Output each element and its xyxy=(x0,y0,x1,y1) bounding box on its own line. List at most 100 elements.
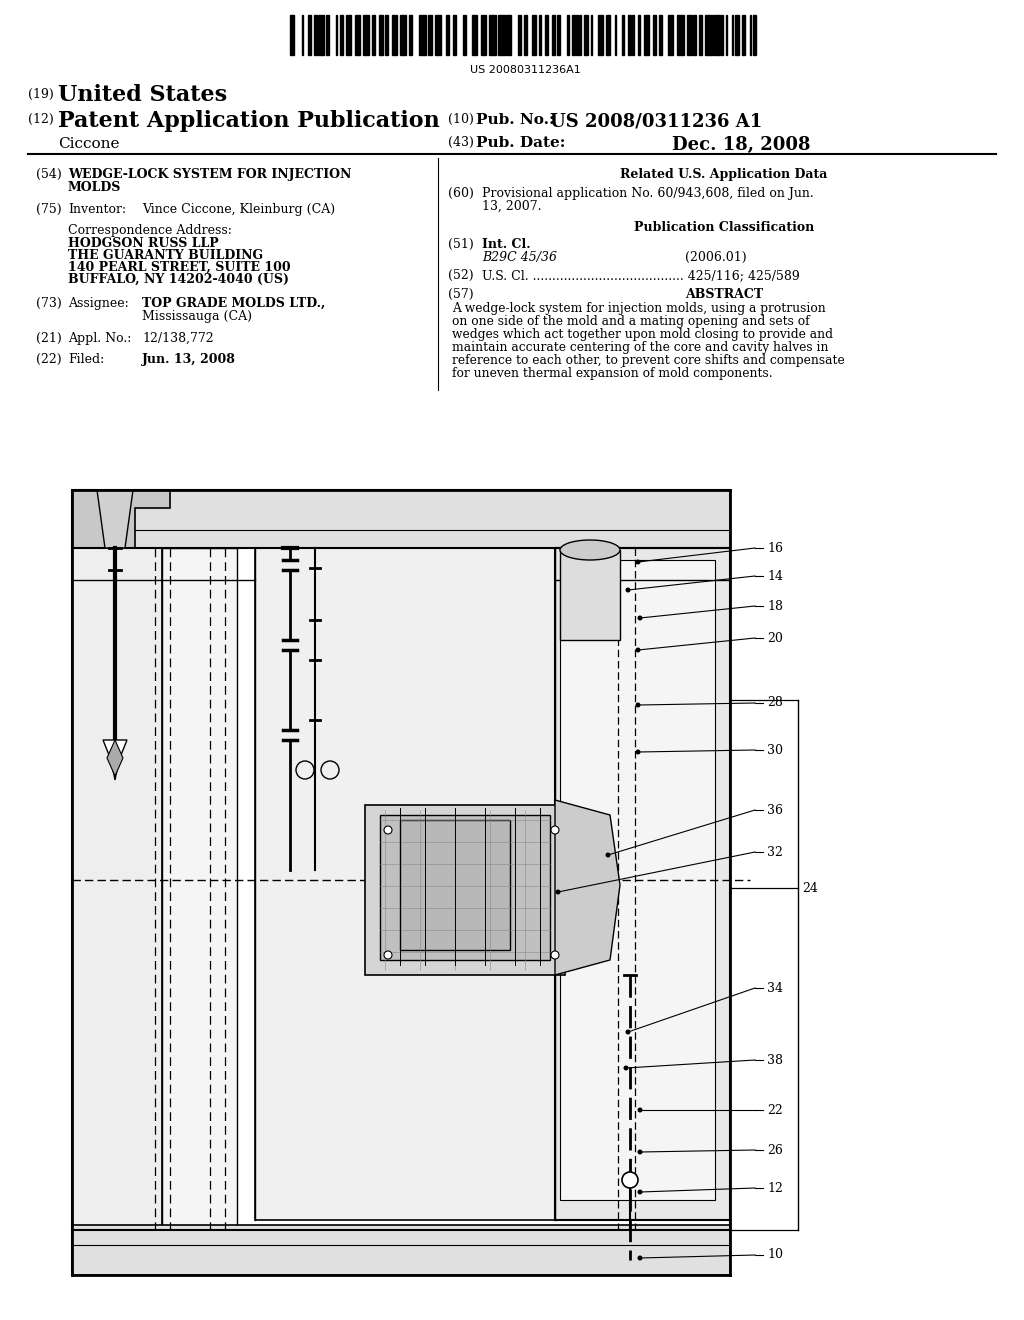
Text: THE GUARANTY BUILDING: THE GUARANTY BUILDING xyxy=(68,249,263,261)
Bar xyxy=(750,15,752,55)
Text: Mississauga (CA): Mississauga (CA) xyxy=(142,310,252,323)
Text: 10: 10 xyxy=(767,1249,783,1262)
Bar xyxy=(72,548,162,1230)
Polygon shape xyxy=(106,741,123,776)
Text: Related U.S. Application Data: Related U.S. Application Data xyxy=(621,168,827,181)
Text: 30: 30 xyxy=(767,743,783,756)
Text: 36: 36 xyxy=(767,804,783,817)
Bar xyxy=(72,490,730,1275)
Bar xyxy=(355,15,359,55)
Text: United States: United States xyxy=(58,84,227,106)
Circle shape xyxy=(624,1065,629,1071)
Bar xyxy=(677,15,684,55)
Bar xyxy=(399,15,406,55)
Bar xyxy=(372,15,375,55)
Bar xyxy=(577,15,578,55)
Text: Appl. No.:: Appl. No.: xyxy=(68,333,131,345)
Bar xyxy=(313,15,316,55)
Text: WEDGE-LOCK SYSTEM FOR INJECTION: WEDGE-LOCK SYSTEM FOR INJECTION xyxy=(68,168,351,181)
Text: (2006.01): (2006.01) xyxy=(685,251,746,264)
Bar xyxy=(567,15,568,55)
Circle shape xyxy=(638,1189,642,1195)
Bar xyxy=(400,820,510,950)
Bar xyxy=(464,15,467,55)
Text: 13, 2007.: 13, 2007. xyxy=(482,201,542,213)
Text: 22: 22 xyxy=(767,1104,782,1117)
Circle shape xyxy=(638,1107,642,1113)
Bar xyxy=(453,15,456,55)
Text: (43): (43) xyxy=(449,136,474,149)
Text: (57): (57) xyxy=(449,288,474,301)
Text: B29C 45/36: B29C 45/36 xyxy=(482,251,557,264)
Circle shape xyxy=(626,1030,631,1035)
Text: 12: 12 xyxy=(767,1181,783,1195)
Circle shape xyxy=(605,853,610,858)
Text: (52): (52) xyxy=(449,269,474,282)
Bar xyxy=(472,15,477,55)
Circle shape xyxy=(622,1172,638,1188)
Text: Assignee:: Assignee: xyxy=(68,297,129,310)
Text: 14: 14 xyxy=(767,569,783,582)
Bar xyxy=(693,15,696,55)
Text: (51): (51) xyxy=(449,238,474,251)
Bar xyxy=(560,560,715,1200)
Circle shape xyxy=(551,826,559,834)
Bar xyxy=(255,548,555,1220)
Bar xyxy=(72,1225,730,1275)
Polygon shape xyxy=(103,741,127,780)
Text: (12): (12) xyxy=(28,114,53,125)
Bar xyxy=(392,15,396,55)
Bar xyxy=(498,15,505,55)
Text: Int. Cl.: Int. Cl. xyxy=(482,238,530,251)
Text: wedges which act together upon mold closing to provide and: wedges which act together upon mold clos… xyxy=(452,327,833,341)
Bar xyxy=(653,15,656,55)
Bar xyxy=(365,805,565,975)
Circle shape xyxy=(636,750,640,755)
Bar xyxy=(706,15,713,55)
Bar xyxy=(552,15,555,55)
Text: Filed:: Filed: xyxy=(68,352,104,366)
Text: 28: 28 xyxy=(767,697,783,710)
Text: on one side of the mold and a mating opening and sets of: on one side of the mold and a mating ope… xyxy=(452,315,810,327)
Text: A wedge-lock system for injection molds, using a protrusion: A wedge-lock system for injection molds,… xyxy=(452,302,825,315)
Text: for uneven thermal expansion of mold components.: for uneven thermal expansion of mold com… xyxy=(452,367,773,380)
Text: 34: 34 xyxy=(767,982,783,994)
Text: U.S. Cl. ....................................... 425/116; 425/589: U.S. Cl. ...............................… xyxy=(482,269,800,282)
Text: (73): (73) xyxy=(36,297,61,310)
Text: reference to each other, to prevent core shifts and compensate: reference to each other, to prevent core… xyxy=(452,354,845,367)
Bar xyxy=(742,15,745,55)
Bar xyxy=(409,15,412,55)
Bar xyxy=(732,15,733,55)
Bar xyxy=(385,15,388,55)
Text: 24: 24 xyxy=(802,882,818,895)
Bar xyxy=(714,15,720,55)
Bar xyxy=(580,15,581,55)
Bar xyxy=(340,15,343,55)
Text: 32: 32 xyxy=(767,846,783,858)
Bar xyxy=(531,15,537,55)
Bar xyxy=(628,15,631,55)
Text: Dec. 18, 2008: Dec. 18, 2008 xyxy=(672,136,811,154)
Text: US 20080311236A1: US 20080311236A1 xyxy=(470,65,581,75)
Circle shape xyxy=(638,1150,642,1155)
Bar xyxy=(584,15,588,55)
Ellipse shape xyxy=(560,540,620,560)
Circle shape xyxy=(638,615,642,620)
Text: maintain accurate centering of the core and cavity halves in: maintain accurate centering of the core … xyxy=(452,341,828,354)
Circle shape xyxy=(638,1255,642,1261)
Text: 18: 18 xyxy=(767,599,783,612)
Bar xyxy=(488,15,496,55)
Text: Jun. 13, 2008: Jun. 13, 2008 xyxy=(142,352,236,366)
Polygon shape xyxy=(555,800,620,975)
Text: (19): (19) xyxy=(28,88,53,102)
Text: 20: 20 xyxy=(767,631,783,644)
Bar xyxy=(518,15,521,55)
Text: (21): (21) xyxy=(36,333,61,345)
Bar xyxy=(623,15,624,55)
Bar xyxy=(326,15,329,55)
Bar xyxy=(571,15,574,55)
Bar xyxy=(481,15,485,55)
Text: Ciccone: Ciccone xyxy=(58,137,120,150)
Bar xyxy=(72,490,730,548)
Bar xyxy=(699,15,702,55)
